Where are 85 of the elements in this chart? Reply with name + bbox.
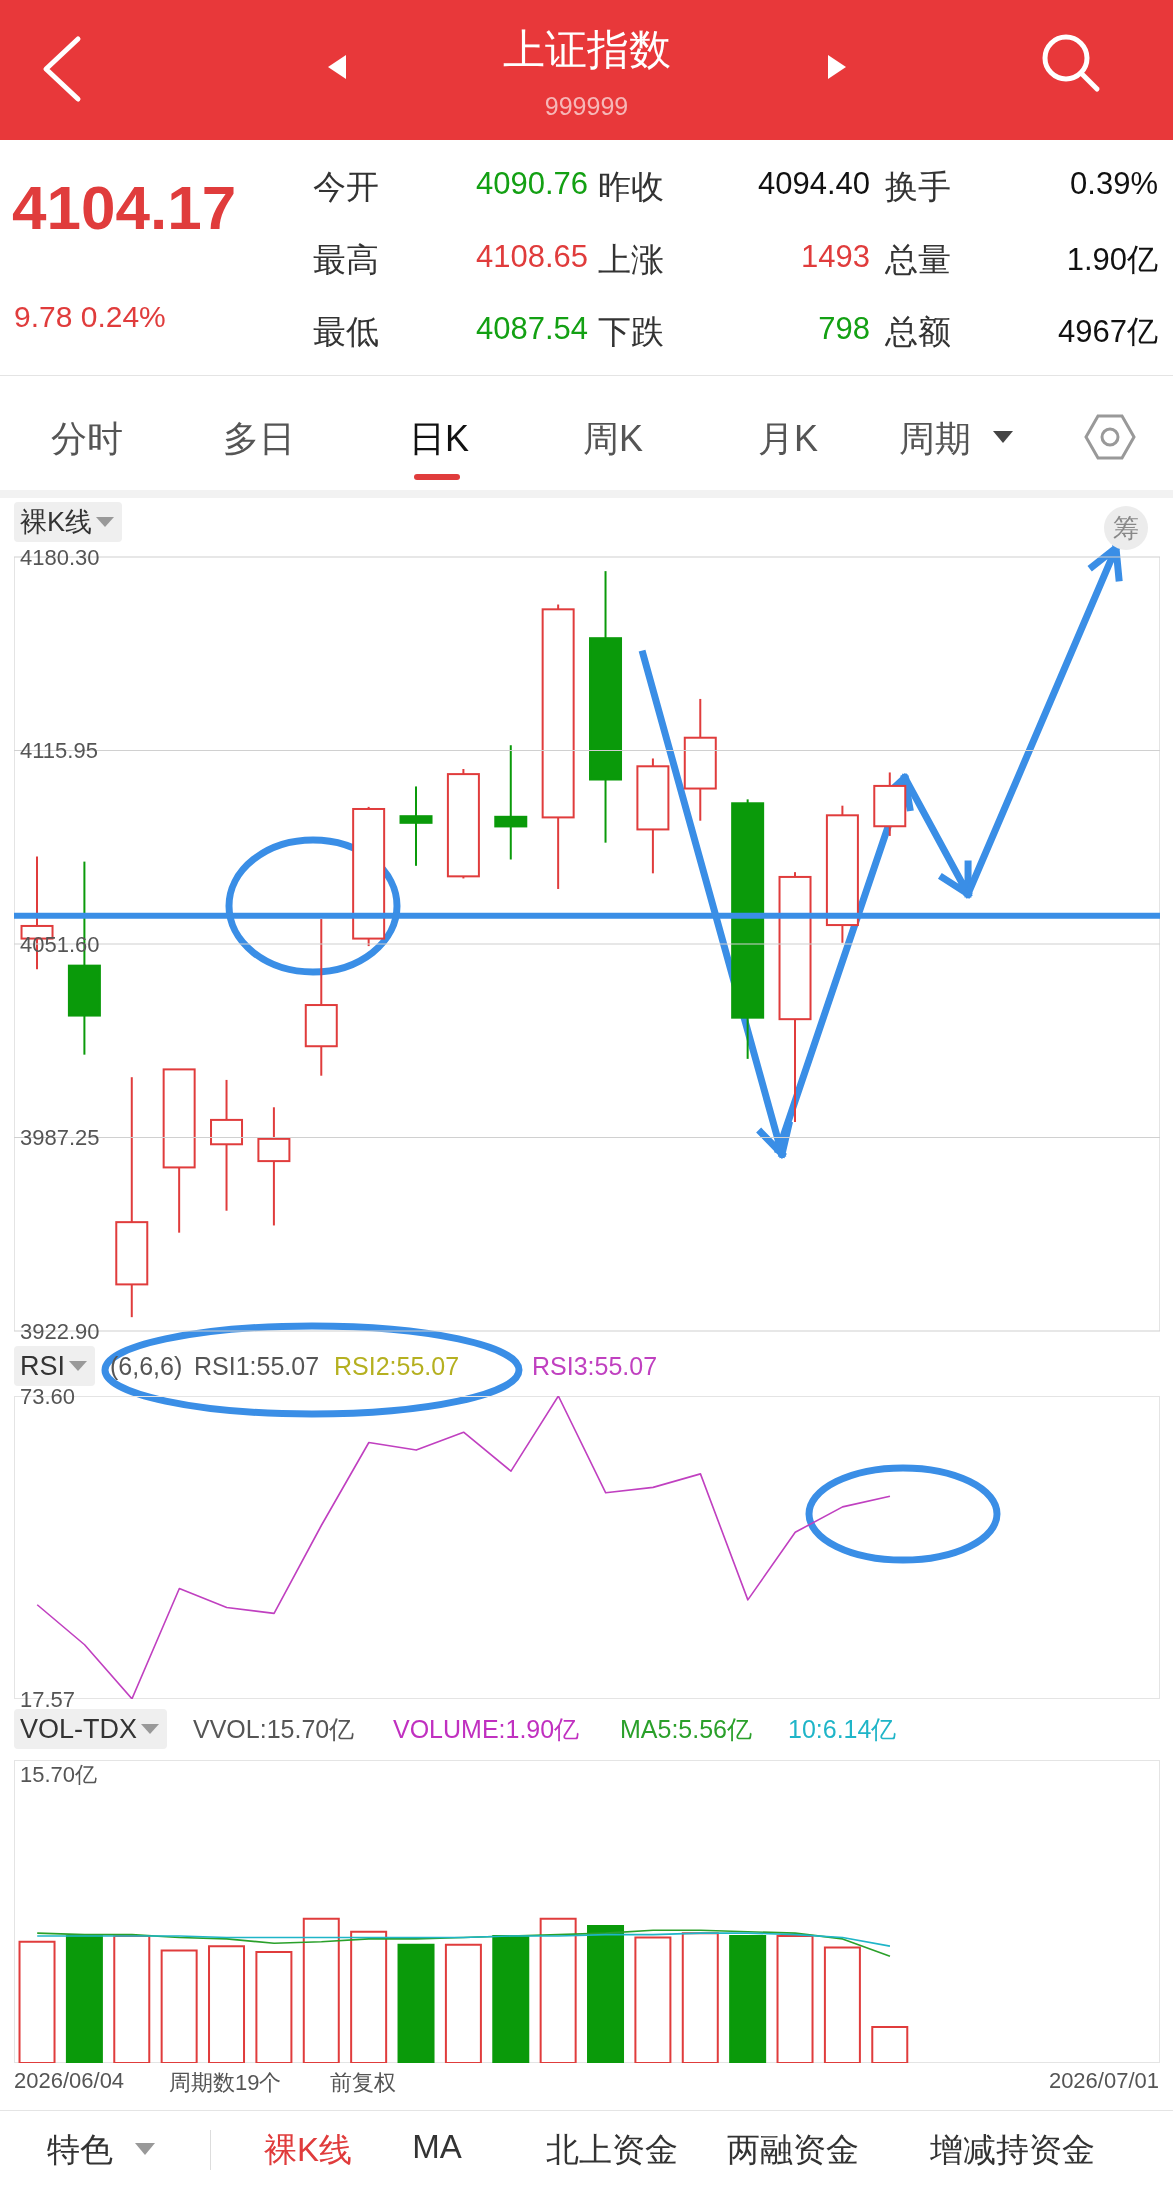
y-tick-label: 3987.25 [20,1125,100,1150]
bar [776,1935,814,2063]
text: 999999 [543,92,630,121]
bar [729,1935,767,2063]
text: 两融资金 [726,2130,860,2170]
text: VOL-TDX [20,1713,138,1745]
candlestick [304,918,338,1077]
text: 4087.54 [475,311,588,347]
bar [634,1936,672,2063]
text: MA [412,2128,462,2165]
text: 4094.40 [757,166,870,202]
text: VVOL:15.70亿 [193,1713,355,1745]
candlestick [873,771,907,837]
text: 多日 [222,417,296,461]
bar [587,1924,625,2063]
text: 2026/07/01 [1048,2068,1159,2094]
text: 北上资金 [545,2130,679,2170]
text: RSI1:55.07 [194,1350,320,1382]
bar [681,1932,719,2063]
y-tick-label: 4115.95 [20,738,98,763]
y-tick-label: 3922.90 [20,1318,100,1344]
candlestick [683,697,717,822]
text: 昨收 [598,167,664,207]
text: 日K [408,417,470,461]
series-label: RSI3:55.07 [532,1350,658,1382]
text: VOLUME:1.90亿 [393,1713,580,1745]
text: 换手 [885,167,951,207]
bar [208,1945,246,2063]
bar [871,2025,909,2063]
y-tick-label: 4180.30 [20,544,100,570]
bar [65,1935,103,2063]
text: 4104.17 [12,172,237,243]
text: 最高 [313,240,379,280]
bar [823,1946,861,2063]
text: 4108.65 [475,239,588,275]
text: 9.78 0.24% [14,300,166,334]
candlestick [589,570,623,844]
text: 今开 [313,167,379,207]
bar [492,1935,530,2063]
text: 0.39% [1070,166,1158,202]
text: 下跌 [598,312,664,352]
text: 1.90亿 [1066,241,1158,279]
text: 1493 [801,239,870,275]
text: 10:6.14亿 [788,1713,897,1745]
text: 增减持资金 [928,2130,1096,2170]
text: 周K [582,417,644,461]
text: 筹 [1104,506,1148,550]
candlestick [115,1076,149,1319]
text: 特色 [46,2130,114,2170]
text: 月K [757,417,819,461]
candlestick [494,744,528,861]
candlestick [257,1106,291,1227]
text: 裸K线 [20,506,93,539]
text: 前复权 [330,2069,396,2097]
text: 2026/06/04 [14,2068,125,2094]
text: 分时 [50,417,124,461]
bar [539,1917,577,2063]
y-tick-label: 73.60 [20,1383,76,1409]
candlestick [399,785,433,867]
text: 4090.76 [475,166,588,202]
bar [397,1943,435,2063]
text: 上证指数 [501,25,672,75]
text: 4967亿 [1058,313,1158,351]
bar [160,1949,198,2063]
bar [255,1950,293,2063]
text: RSI2:55.07 [334,1350,460,1382]
bar [18,1940,56,2063]
text: 15.70亿 [20,1762,98,1787]
candlestick [210,1078,244,1212]
text: RSI [20,1350,66,1382]
text: MA5:5.56亿 [620,1713,753,1745]
text: 798 [818,311,870,347]
y-tick-label: 17.57 [20,1686,76,1712]
text: 总量 [885,240,951,280]
text: 裸K线 [263,2130,353,2170]
text: (6,6,6) [110,1350,183,1382]
text: 周期 [898,417,972,461]
bar [444,1943,482,2063]
text: 周期数19个 [169,2069,282,2097]
bar [302,1917,340,2063]
text: 总额 [885,312,951,352]
text: 最低 [313,312,379,352]
text: 上涨 [598,240,664,280]
bar [350,1930,388,2063]
bar [113,1935,151,2063]
